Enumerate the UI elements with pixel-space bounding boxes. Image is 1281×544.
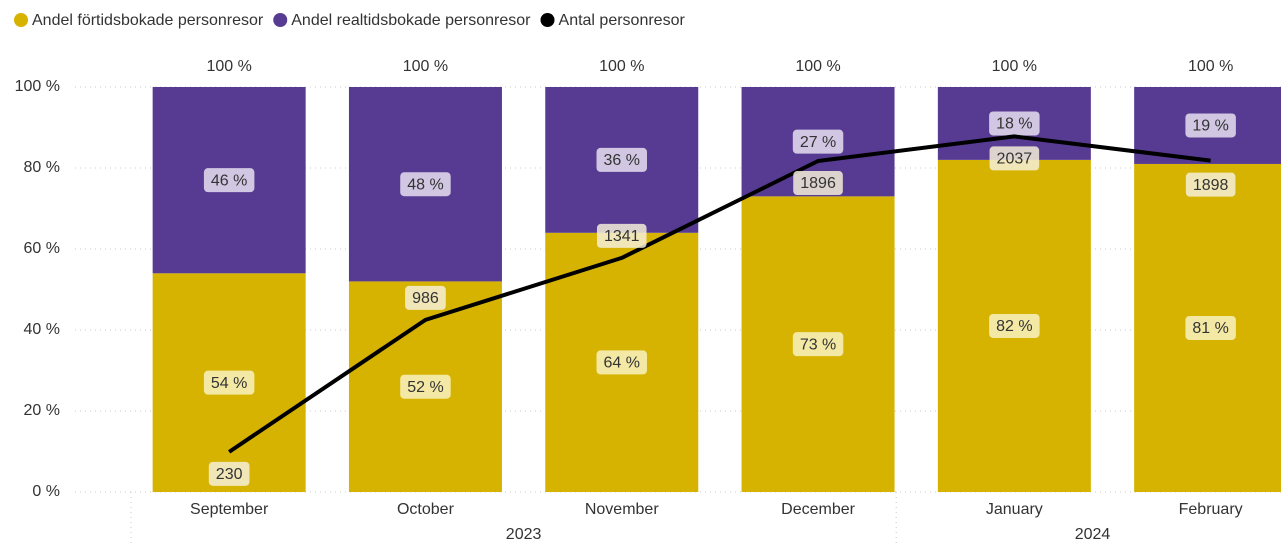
x-tick-label: January <box>986 501 1043 518</box>
data-label: 18 % <box>989 111 1040 136</box>
data-label-text: 73 % <box>800 336 836 353</box>
data-label-text: 27 % <box>800 134 836 151</box>
total-label: 100 % <box>1188 58 1233 75</box>
line-label-bg <box>793 171 843 196</box>
data-label: 19 % <box>1185 113 1236 138</box>
data-label-text: 82 % <box>996 318 1032 335</box>
line-label: 1898 <box>1185 172 1236 197</box>
line-label-bg <box>1185 172 1236 197</box>
data-label: 64 % <box>596 350 647 375</box>
line-label: 1896 <box>793 171 843 196</box>
total-label: 100 % <box>206 58 251 75</box>
data-label-bg <box>792 332 844 357</box>
x-tick-label: December <box>781 501 855 518</box>
line-label-text: 1898 <box>1193 177 1229 194</box>
total-label: 100 % <box>992 58 1037 75</box>
data-label-text: 18 % <box>996 116 1032 133</box>
data-label-bg <box>203 370 255 395</box>
x-group-label: 2023 <box>506 526 542 543</box>
data-label-bg <box>1185 113 1236 138</box>
legend-marker <box>273 13 288 27</box>
data-label-text: 81 % <box>1192 320 1228 337</box>
legend-label: Antal personresor <box>559 12 686 29</box>
line <box>228 134 1211 454</box>
data-label-text: 46 % <box>211 172 247 189</box>
line-label-text: 230 <box>216 466 243 483</box>
data-label: 81 % <box>1185 315 1236 340</box>
line-label: 1341 <box>596 223 647 248</box>
data-label: 48 % <box>400 172 451 197</box>
line-label: 2037 <box>989 146 1040 171</box>
data-label-bg <box>1185 315 1236 340</box>
line-label-bg <box>405 285 446 310</box>
line-label-bg <box>596 223 647 248</box>
data-label-text: 48 % <box>407 176 443 193</box>
line-label: 230 <box>208 461 250 486</box>
y-tick-label: 80 % <box>24 159 60 176</box>
data-label-text: 19 % <box>1192 118 1228 135</box>
y-tick-label: 40 % <box>24 321 60 338</box>
y-tick-label: 20 % <box>24 402 60 419</box>
total-label: 100 % <box>403 58 448 75</box>
data-label-bg <box>989 313 1040 338</box>
y-tick-label: 0 % <box>32 483 60 500</box>
data-label-text: 36 % <box>604 152 640 169</box>
data-label-bg <box>989 111 1040 136</box>
y-tick-label: 60 % <box>24 240 60 257</box>
data-label-text: 52 % <box>407 379 443 396</box>
data-label-bg <box>792 129 844 154</box>
data-label-bg <box>596 147 647 172</box>
data-label: 54 % <box>203 370 255 395</box>
data-label-bg <box>596 350 647 375</box>
data-label: 82 % <box>989 313 1040 338</box>
x-tick-label: September <box>190 501 269 518</box>
x-tick-label: November <box>585 501 659 518</box>
legend-marker <box>14 13 28 27</box>
data-label-text: 54 % <box>211 375 247 392</box>
total-label: 100 % <box>795 58 840 75</box>
line-label-text: 986 <box>412 290 439 307</box>
data-label-text: 64 % <box>604 355 640 372</box>
line-label-bg <box>989 146 1040 171</box>
data-label: 27 % <box>792 129 844 154</box>
legend-marker <box>540 13 555 27</box>
x-tick-label: February <box>1179 501 1243 518</box>
total-label: 100 % <box>599 58 644 75</box>
legend-label: Andel förtidsbokade personresor <box>32 12 264 29</box>
data-label: 73 % <box>792 332 844 357</box>
y-tick-label: 100 % <box>15 78 60 95</box>
legend-label: Andel realtidsbokade personresor <box>291 12 531 29</box>
data-label: 52 % <box>400 374 451 399</box>
data-label: 46 % <box>203 168 255 193</box>
x-tick-label: October <box>397 501 455 518</box>
data-label-bg <box>400 172 451 197</box>
line-label-text: 1341 <box>604 228 640 245</box>
line-label-bg <box>208 461 250 486</box>
x-group-label: 2024 <box>1075 526 1111 543</box>
data-label-bg <box>203 168 255 193</box>
line-label-text: 1896 <box>800 175 836 192</box>
line-label: 986 <box>405 285 446 310</box>
data-label: 36 % <box>596 147 647 172</box>
line-label-text: 2037 <box>997 151 1033 168</box>
data-label-bg <box>400 374 451 399</box>
